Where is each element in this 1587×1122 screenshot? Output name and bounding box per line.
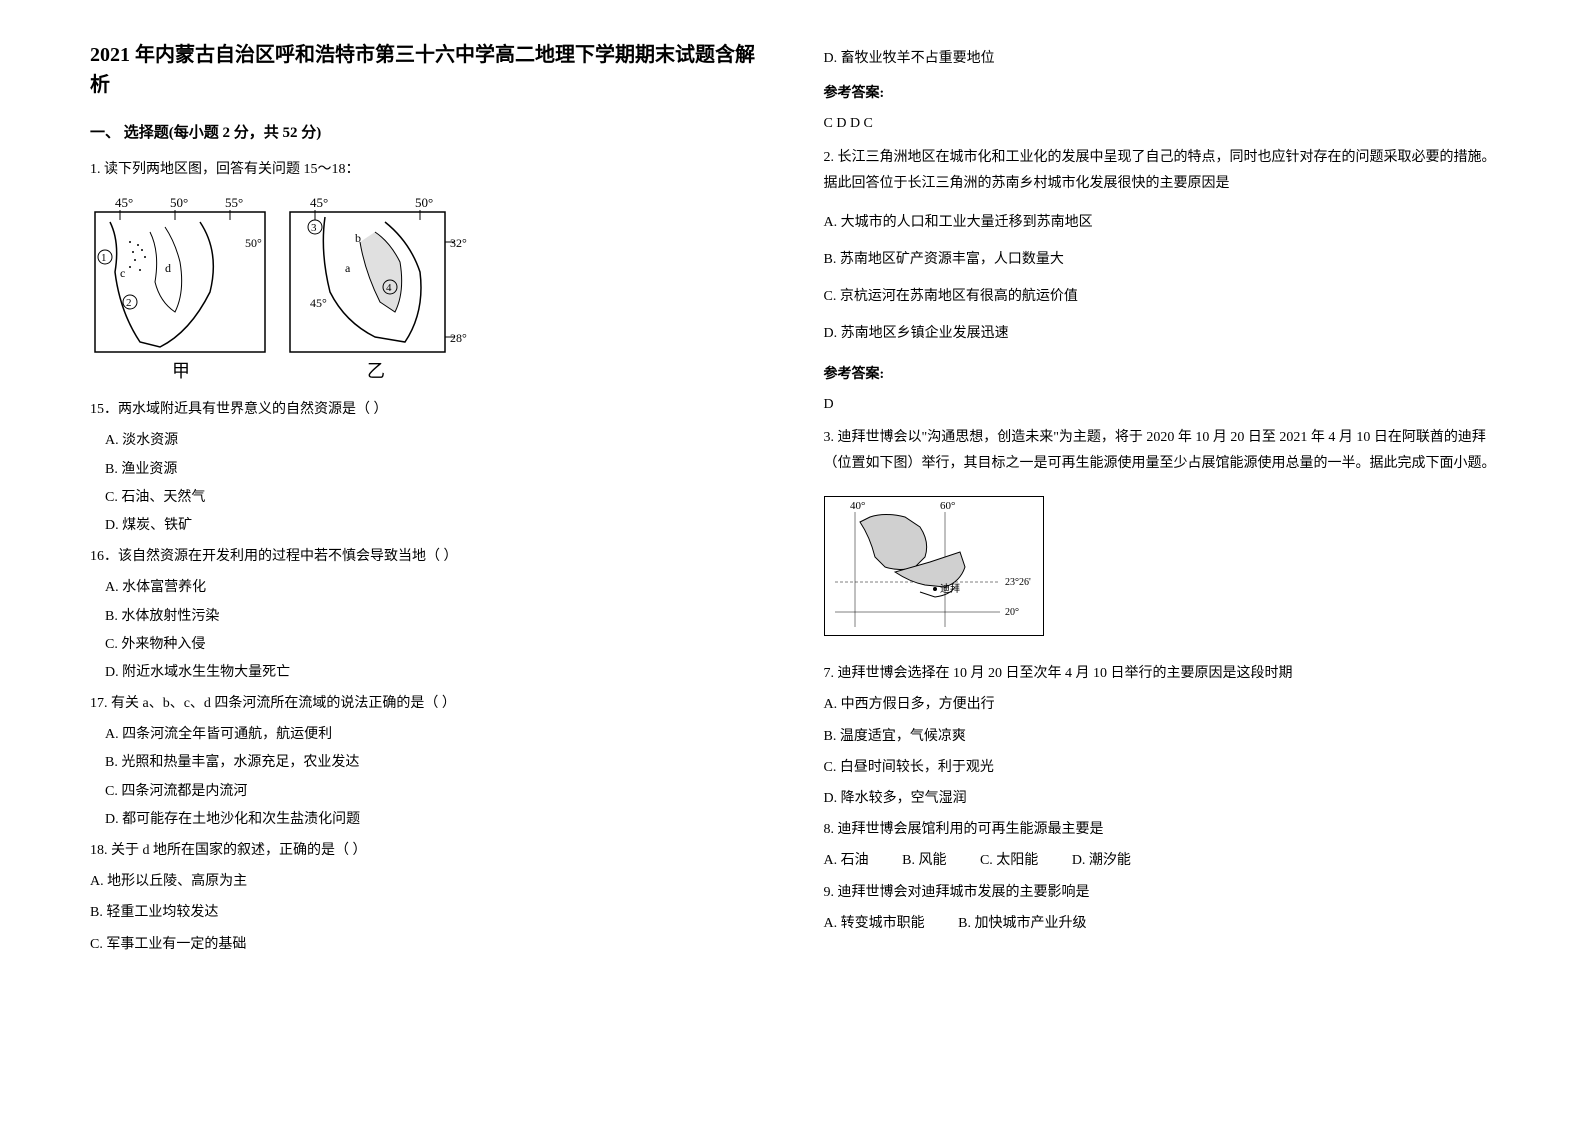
q17-option-b: B. 光照和热量丰富，水源充足，农业发达 (90, 750, 764, 775)
map-yi-wrapper: 45° 50° 32° 28° 45° 3 4 a b 乙 (285, 192, 470, 387)
answer2-text: D (824, 392, 1498, 417)
q8-options: A. 石油 B. 风能 C. 太阳能 D. 潮汐能 (824, 848, 1498, 873)
q7-option-d: D. 降水较多，空气湿润 (824, 786, 1498, 811)
q18-option-d: D. 畜牧业牧羊不占重要地位 (824, 46, 1498, 71)
lon-label: 50° (170, 195, 188, 210)
q18-stem: 18. 关于 d 地所在国家的叙述，正确的是（ ） (90, 838, 764, 863)
marker: 2 (126, 297, 132, 309)
answer2-label: 参考答案: (824, 362, 1498, 387)
marker: 1 (101, 252, 107, 264)
q16-option-a: A. 水体富营养化 (90, 575, 764, 600)
marker-c: c (120, 266, 125, 280)
q7-option-c: C. 白昼时间较长，利于观光 (824, 755, 1498, 780)
lat-inner: 45° (310, 296, 327, 310)
q18-option-c: C. 军事工业有一定的基础 (90, 932, 764, 957)
marker: 3 (311, 222, 317, 234)
q16-stem: 16．该自然资源在开发利用的过程中若不慎会导致当地（ ） (90, 544, 764, 569)
lat-label: 32° (450, 236, 467, 250)
q7-option-b: B. 温度适宜，气候凉爽 (824, 724, 1498, 749)
q16-option-d: D. 附近水域水生生物大量死亡 (90, 660, 764, 685)
q17-option-c: C. 四条河流都是内流河 (90, 779, 764, 804)
q9-options: A. 转变城市职能 B. 加快城市产业升级 (824, 911, 1498, 936)
map-jia-wrapper: 45° 50° 55° 50° 1 2 c d (90, 192, 275, 387)
q2-option-d: D. 苏南地区乡镇企业发展迅速 (824, 321, 1498, 346)
lon-label: 40° (850, 500, 865, 512)
q2-passage: 2. 长江三角洲地区在城市化和工业化的发展中呈现了自己的特点，同时也应针对存在的… (824, 145, 1498, 198)
dubai-marker: 迪拜 (940, 583, 960, 595)
q9-stem: 9. 迪拜世博会对迪拜城市发展的主要影响是 (824, 880, 1498, 905)
lon-label: 55° (225, 195, 243, 210)
q8-option-b: B. 风能 (902, 848, 946, 873)
map-label-yi: 乙 (367, 361, 385, 381)
q16-option-c: C. 外来物种入侵 (90, 632, 764, 657)
q15-stem: 15．两水域附近具有世界意义的自然资源是（ ） (90, 397, 764, 422)
q15-option-c: C. 石油、天然气 (90, 485, 764, 510)
lat-label: 28° (450, 331, 467, 345)
answer1-label: 参考答案: (824, 81, 1498, 106)
q2-option-b: B. 苏南地区矿产资源丰富，人口数量大 (824, 247, 1498, 272)
document-title: 2021 年内蒙古自治区呼和浩特市第三十六中学高二地理下学期期末试题含解析 (90, 40, 764, 100)
q17-option-a: A. 四条河流全年皆可通航，航运便利 (90, 722, 764, 747)
marker-a: a (345, 261, 351, 275)
q2-option-c: C. 京杭运河在苏南地区有很高的航运价值 (824, 284, 1498, 309)
lon-label: 50° (415, 195, 433, 210)
q15-option-a: A. 淡水资源 (90, 428, 764, 453)
q8-option-c: C. 太阳能 (980, 848, 1038, 873)
map-label-jia: 甲 (172, 361, 190, 381)
q7-stem: 7. 迪拜世博会选择在 10 月 20 日至次年 4 月 10 日举行的主要原因… (824, 661, 1498, 686)
lat-label: 20° (1005, 607, 1019, 618)
map-yi: 45° 50° 32° 28° 45° 3 4 a b 乙 (285, 192, 470, 387)
q2-option-a: A. 大城市的人口和工业大量迁移到苏南地区 (824, 210, 1498, 235)
q1-intro: 1. 读下列两地区图，回答有关问题 15～18： (90, 157, 764, 182)
map-container: 45° 50° 55° 50° 1 2 c d (90, 192, 764, 387)
q8-option-a: A. 石油 (824, 848, 869, 873)
lat-label: 50° (245, 236, 262, 250)
marker: 4 (386, 282, 392, 294)
q8-option-d: D. 潮汐能 (1072, 848, 1131, 873)
lat-label: 23°26' (1005, 577, 1031, 588)
lon-label: 45° (115, 195, 133, 210)
q18-option-a: A. 地形以丘陵、高原为主 (90, 869, 764, 894)
q3-passage: 3. 迪拜世博会以"沟通思想，创造未来"为主题，将于 2020 年 10 月 2… (824, 425, 1498, 478)
answer1-text: C D D C (824, 111, 1498, 136)
section-heading: 一、 选择题(每小题 2 分，共 52 分) (90, 120, 764, 147)
q15-option-b: B. 渔业资源 (90, 457, 764, 482)
q18-option-b: B. 轻重工业均较发达 (90, 900, 764, 925)
q9-option-a: A. 转变城市职能 (824, 911, 925, 936)
q8-stem: 8. 迪拜世博会展馆利用的可再生能源最主要是 (824, 817, 1498, 842)
lon-label: 60° (940, 500, 955, 512)
marker-d: d (165, 261, 171, 275)
lon-label: 45° (310, 195, 328, 210)
q16-option-b: B. 水体放射性污染 (90, 604, 764, 629)
marker-b: b (355, 231, 361, 245)
q7-option-a: A. 中西方假日多，方便出行 (824, 692, 1498, 717)
q15-option-d: D. 煤炭、铁矿 (90, 513, 764, 538)
dubai-map: 40° 60° 23°26' 20° 迪拜 (824, 496, 1044, 636)
q17-stem: 17. 有关 a、b、c、d 四条河流所在流域的说法正确的是（ ） (90, 691, 764, 716)
q9-option-b: B. 加快城市产业升级 (958, 911, 1086, 936)
map-jia: 45° 50° 55° 50° 1 2 c d (90, 192, 275, 387)
q17-option-d: D. 都可能存在土地沙化和次生盐渍化问题 (90, 807, 764, 832)
